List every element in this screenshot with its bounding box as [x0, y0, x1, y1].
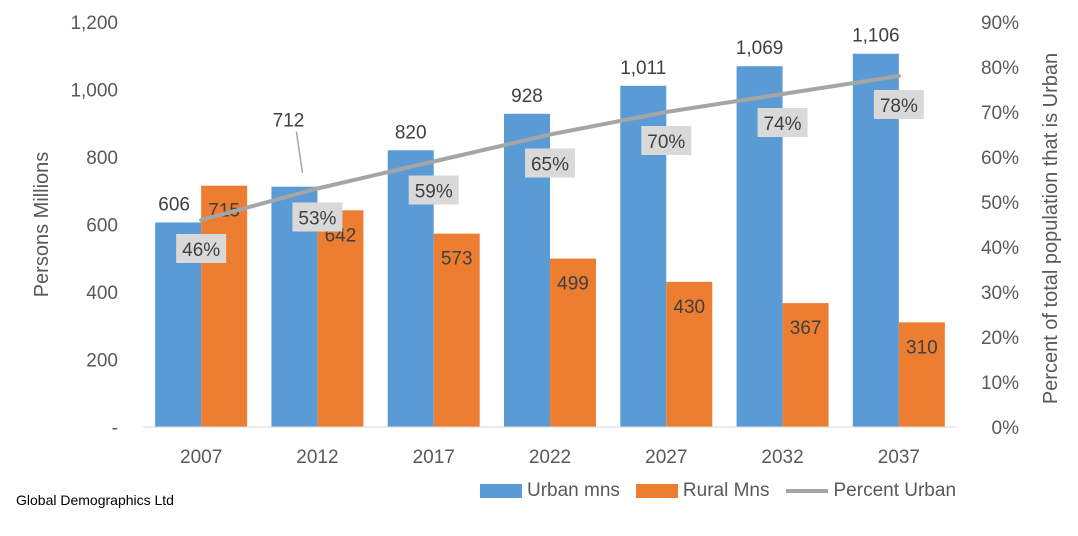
- bar-rural: [550, 258, 596, 427]
- y2-tick-label: 10%: [981, 373, 1019, 394]
- data-label-box-percent: [176, 234, 227, 263]
- y-tick-label: 200: [86, 351, 118, 372]
- data-label-box-percent: [408, 175, 459, 205]
- legend-label-urban: Urban mns: [527, 480, 620, 501]
- legend-label-rural: Rural Mns: [682, 480, 770, 501]
- data-label-percent: 59%: [415, 182, 453, 203]
- legend-item-rural: Rural Mns: [635, 480, 770, 502]
- y2-axis-title: Percent of total population that is Urba…: [1040, 53, 1062, 404]
- x-tick-label: 2017: [413, 447, 455, 468]
- data-label-rural: 499: [557, 274, 589, 295]
- legend-swatch-rural: [635, 484, 678, 498]
- x-tick-label: 2022: [529, 447, 571, 468]
- legend-swatch-urban: [480, 484, 522, 498]
- x-tick-label: 2037: [878, 447, 920, 468]
- source-credit: Global Demographics Ltd: [16, 492, 174, 508]
- leader-line: [295, 131, 304, 173]
- y2-tick-label: 50%: [981, 193, 1019, 214]
- bar-rural: [782, 303, 829, 427]
- x-tick-label: 2012: [296, 447, 338, 468]
- data-label-rural: 573: [441, 249, 473, 270]
- line-percent-urban: [199, 74, 901, 222]
- x-tick-label: 2032: [761, 447, 803, 468]
- data-label-box-percent: [757, 108, 808, 137]
- data-label-urban: 820: [395, 122, 427, 143]
- bar-rural: [433, 233, 480, 427]
- x-tick-label: 2007: [180, 447, 222, 468]
- y2-tick-label: 30%: [981, 283, 1019, 304]
- data-label-urban: 1,069: [736, 38, 784, 59]
- y2-tick-label: 90%: [981, 13, 1019, 34]
- data-label-rural: 367: [790, 318, 822, 339]
- legend-swatch-percent: [785, 489, 828, 493]
- legend: Urban mns Rural Mns Percent Urban: [480, 480, 972, 502]
- y2-tick-label: 60%: [981, 148, 1019, 169]
- data-label-rural: 430: [673, 297, 705, 318]
- data-label-urban: 606: [158, 194, 190, 215]
- data-label-urban: 1,106: [852, 26, 900, 47]
- data-label-box-percent: [525, 148, 575, 178]
- bar-rural: [317, 210, 364, 427]
- data-label-percent: 70%: [647, 132, 685, 153]
- bar-rural: [201, 185, 248, 427]
- y2-tick-label: 40%: [981, 238, 1019, 259]
- y-axis-title: Persons Millions: [31, 152, 53, 298]
- y-tick-label: 1,000: [70, 81, 118, 102]
- legend-label-percent: Percent Urban: [833, 480, 957, 501]
- data-label-rural: 310: [906, 337, 938, 358]
- y-tick-label: 400: [86, 283, 118, 304]
- data-label-box-percent: [641, 126, 692, 155]
- data-label-urban: 1,011: [620, 58, 666, 79]
- bar-rural: [666, 281, 713, 427]
- data-label-percent: 74%: [764, 114, 802, 135]
- data-label-urban: 928: [511, 86, 543, 107]
- data-label-box-percent: [292, 202, 343, 232]
- y-tick-label: 600: [86, 216, 118, 237]
- y2-tick-label: 20%: [981, 328, 1019, 349]
- data-label-percent: 46%: [182, 240, 220, 261]
- legend-item-percent: Percent Urban: [785, 480, 957, 502]
- y2-tick-label: 0%: [992, 418, 1020, 439]
- y-tick-label: -: [112, 418, 118, 439]
- legend-item-urban: Urban mns: [480, 480, 620, 502]
- x-tick-label: 2027: [645, 447, 687, 468]
- bar-rural: [898, 322, 945, 427]
- y-tick-label: 800: [86, 148, 118, 169]
- y2-tick-label: 80%: [981, 58, 1019, 79]
- data-label-urban: 712: [273, 111, 305, 132]
- data-label-percent: 78%: [880, 96, 918, 117]
- y2-tick-label: 70%: [981, 103, 1019, 124]
- data-label-percent: 53%: [298, 209, 336, 230]
- data-label-box-percent: [873, 90, 924, 119]
- data-label-percent: 65%: [531, 155, 569, 176]
- y-tick-label: 1,200: [70, 13, 118, 34]
